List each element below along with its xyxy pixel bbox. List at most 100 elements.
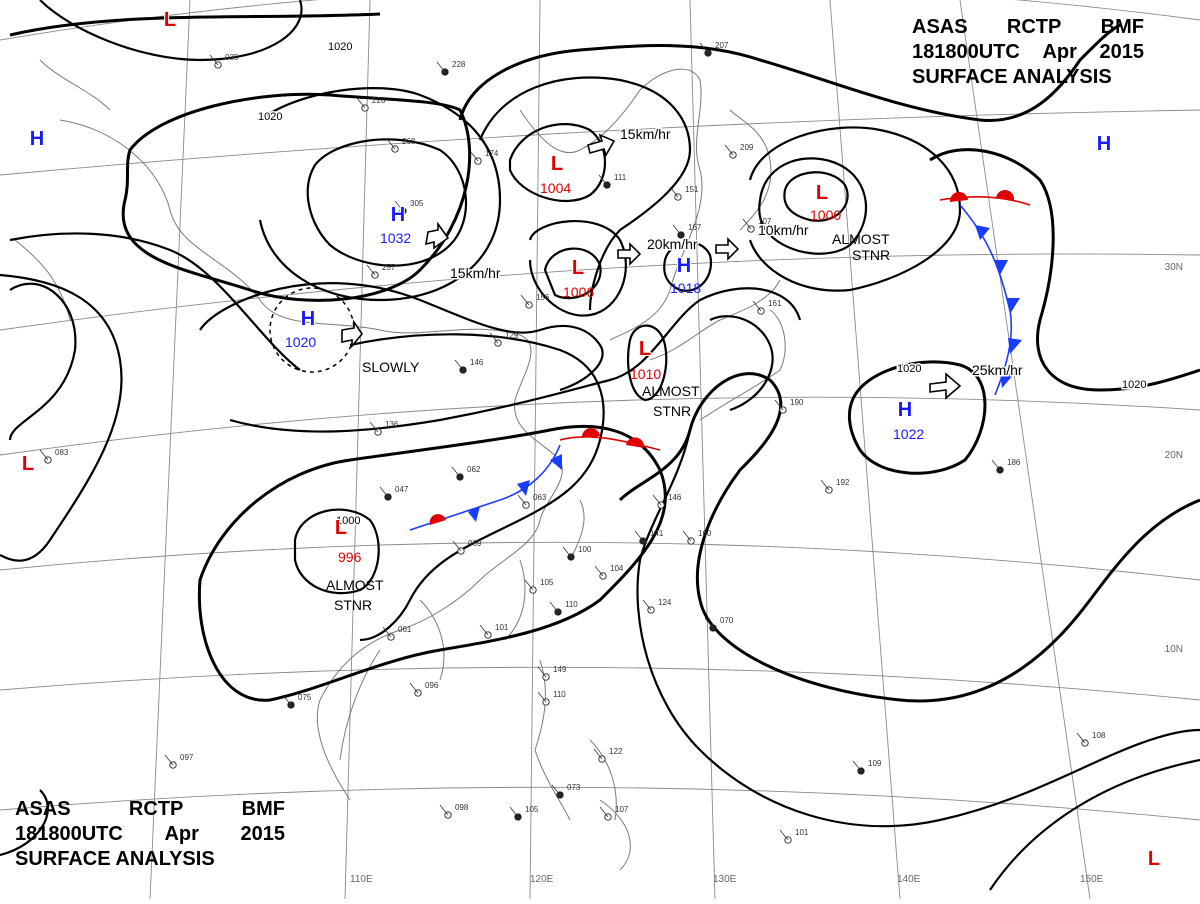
station-pressure: 101: [495, 623, 509, 632]
station-pressure: 167: [688, 223, 702, 232]
motion-arrow: [588, 135, 614, 155]
central-pressure-value: 1020: [285, 334, 316, 350]
longitude-line: [690, 0, 715, 899]
isobar: [10, 284, 75, 440]
station-pressure: 104: [610, 564, 624, 573]
isobar: [0, 275, 122, 561]
station-pressure: 146: [668, 493, 682, 502]
low-pressure-marker: L: [551, 153, 563, 175]
isobar-value-label: 1020: [328, 41, 352, 53]
wind-barb: [853, 761, 861, 771]
low-pressure-marker: L: [572, 257, 584, 279]
low-pressure-marker: L: [22, 453, 34, 475]
low-pressure-marker: L: [816, 182, 828, 204]
wind-barb: [780, 830, 788, 840]
station-pressure: 108: [1092, 731, 1106, 740]
station-pressure: 129: [505, 331, 519, 340]
isobar-value-label: 1020: [1122, 379, 1146, 391]
station-pressure: 257: [382, 263, 396, 272]
isobar-1020-north: [10, 14, 380, 35]
wind-barb: [357, 98, 365, 108]
high-pressure-marker: H: [677, 255, 691, 277]
wind-barb: [992, 460, 1000, 470]
wind-barb: [670, 187, 678, 197]
isobar-1020-west: [123, 94, 469, 300]
cold-front-triangle: [1006, 298, 1020, 314]
station-pressure: 105: [540, 578, 554, 587]
station-pressure: 111: [614, 173, 627, 182]
central-pressure-value: 1010: [630, 366, 661, 382]
wind-barb: [643, 600, 651, 610]
header-code: BMF: [242, 797, 285, 822]
station-pressure: 075: [298, 693, 312, 702]
motion-note: ALMOST: [326, 577, 384, 593]
wind-barb: [673, 225, 681, 235]
wind-barb: [525, 580, 533, 590]
motion-arrow: [930, 374, 960, 398]
station-pressure: 035: [225, 53, 239, 62]
motion-speed-label: 10km/hr: [758, 222, 809, 238]
wind-barb: [510, 807, 518, 817]
wind-barb: [595, 566, 603, 576]
motion-note: ALMOST: [832, 231, 890, 247]
longitude-label: 110E: [350, 874, 373, 885]
header-source: RCTP: [1007, 15, 1061, 40]
latitude-line: [0, 667, 1200, 700]
header-title: SURFACE ANALYSIS: [15, 847, 215, 872]
motion-note: STNR: [334, 597, 372, 613]
longitude-line: [830, 0, 900, 899]
station-pressure: 192: [836, 478, 850, 487]
wind-barb: [683, 531, 691, 541]
cold-front-triangle: [517, 480, 530, 496]
header-agency: ASAS: [15, 797, 71, 822]
longitude-label: 140E: [897, 874, 921, 885]
wind-barb: [437, 62, 445, 72]
wind-barb: [653, 495, 661, 505]
isobar: [10, 233, 300, 370]
station-plots: 2282262683052571741111561291461360970620…: [40, 41, 1106, 843]
header-year: 2015: [1099, 40, 1144, 65]
wind-barb: [490, 333, 498, 343]
low-pressure-marker: L: [335, 517, 347, 539]
wind-barb: [455, 360, 463, 370]
warm-front-semicircle: [950, 192, 968, 202]
longitude-line: [960, 0, 1090, 899]
wind-barb: [563, 547, 571, 557]
isobar-1022: [849, 362, 985, 473]
station-pressure: 209: [740, 143, 754, 152]
wind-barb: [538, 692, 546, 702]
coastline-south: [340, 500, 584, 760]
station-pressure: 228: [452, 60, 466, 69]
isobar-1020-east: [930, 150, 1200, 390]
high-pressure-marker: H: [391, 204, 405, 226]
station-pressure: 151: [685, 185, 699, 194]
station-pressure: 107: [615, 805, 629, 814]
station-pressure: 062: [467, 465, 481, 474]
header-source: RCTP: [129, 797, 183, 822]
central-pressure-value: 1032: [380, 230, 411, 246]
station-pressure: 061: [398, 625, 412, 634]
station-pressure: 098: [455, 803, 469, 812]
isobar: [710, 316, 773, 410]
station-pressure: 124: [658, 598, 672, 607]
station-pressure: 174: [485, 149, 499, 158]
station-pressure: 122: [609, 747, 623, 756]
high-pressure-marker: H: [301, 308, 315, 330]
wind-barb: [518, 495, 526, 505]
isobar: [990, 760, 1200, 890]
central-pressure-value: 1018: [670, 280, 701, 296]
header-month: Apr: [164, 822, 198, 847]
motion-speed-label: 15km/hr: [450, 265, 501, 281]
station-pressure: 105: [525, 805, 539, 814]
header-code: BMF: [1101, 15, 1144, 40]
central-pressure-value: 996: [338, 549, 362, 565]
station-pressure: 073: [567, 783, 581, 792]
high-pressure-marker: H: [1097, 133, 1111, 155]
station-pressure: 110: [565, 600, 578, 609]
wind-barb: [40, 450, 48, 460]
wind-barb: [521, 295, 529, 305]
wind-barb: [165, 755, 173, 765]
